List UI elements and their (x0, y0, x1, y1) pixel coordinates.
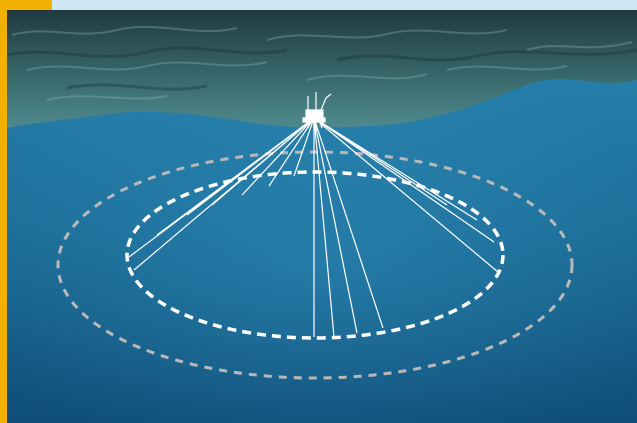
ocean-surface (7, 10, 637, 128)
ocean-scene (7, 10, 637, 423)
ocean-illustration (7, 10, 637, 423)
water-glow (7, 70, 637, 423)
accent-side-bar (0, 0, 7, 423)
mooring-lines (128, 117, 499, 338)
wave-shadows (7, 46, 637, 91)
accent-tab (0, 0, 52, 10)
outer-boundary-ellipse (56, 150, 574, 380)
top-bar (0, 0, 637, 10)
wave-texture (11, 25, 633, 101)
inner-boundary-ellipse (125, 170, 505, 340)
platform-icon (302, 92, 332, 129)
